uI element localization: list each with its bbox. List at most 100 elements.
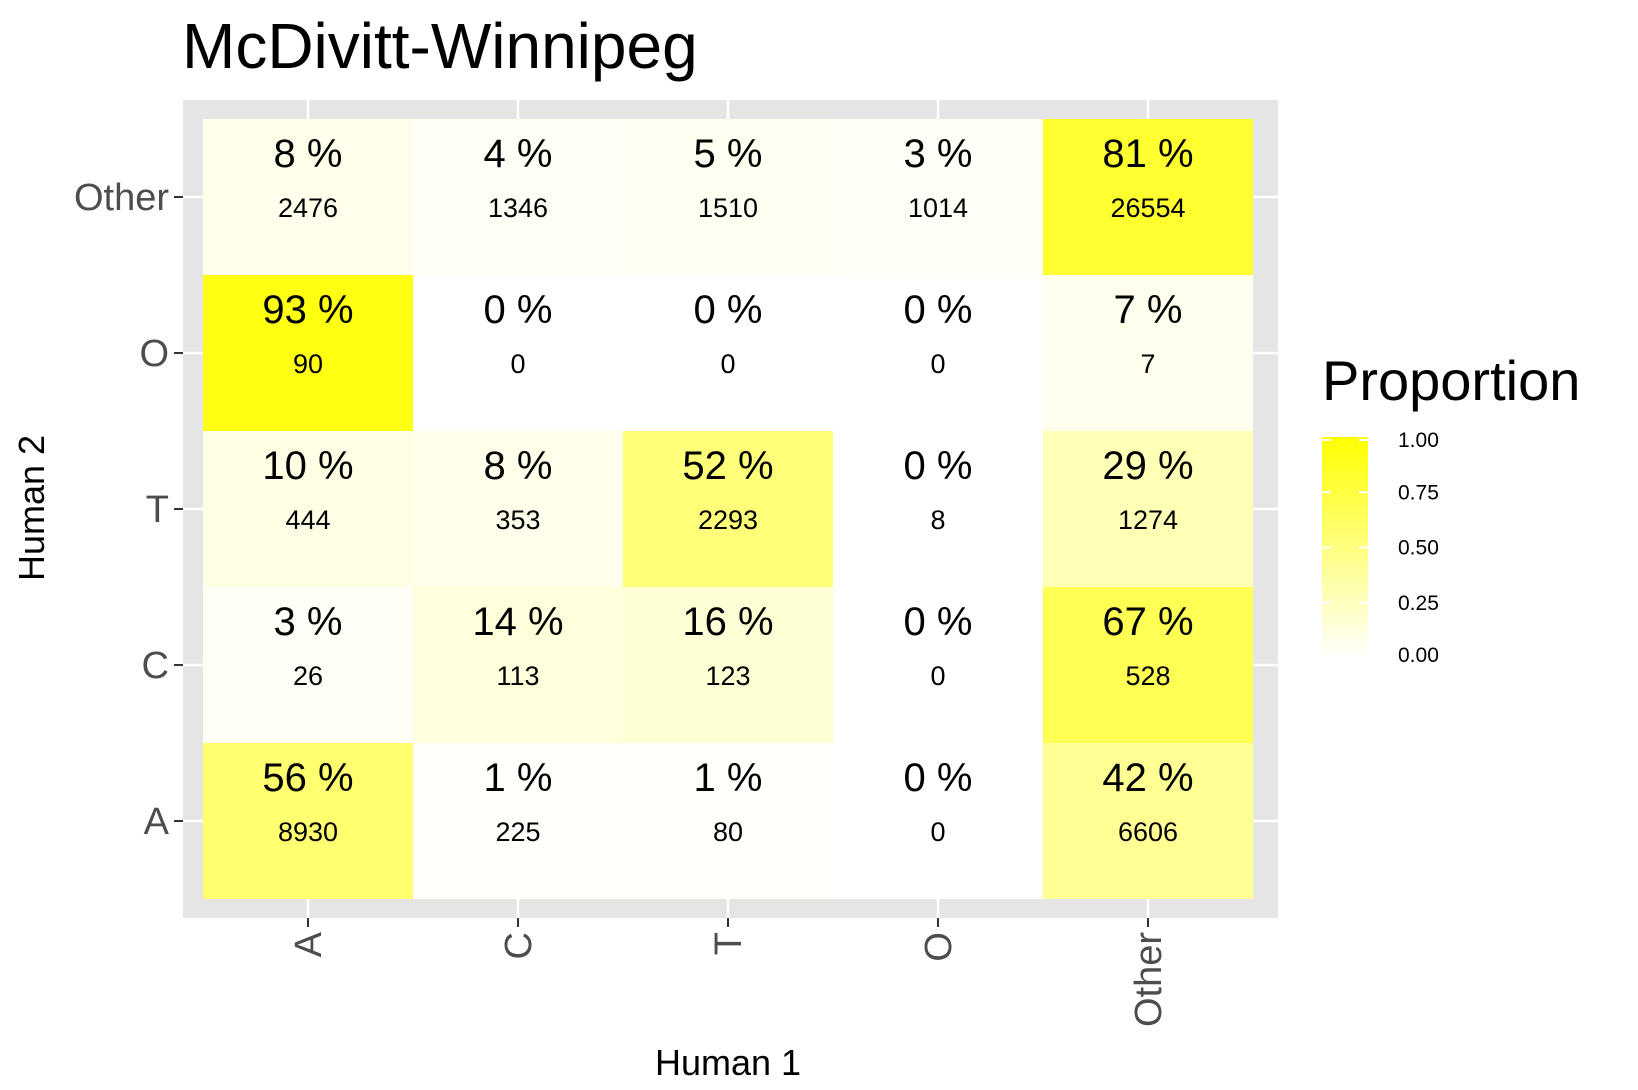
legend-tick-label: 0.75 xyxy=(1398,481,1439,504)
x-axis-title: Human 1 xyxy=(655,1042,801,1083)
cell-percent-label: 7 % xyxy=(1114,288,1183,332)
heatmap-cell: 14 % 113 xyxy=(413,587,623,743)
heatmap-cell: 4 % 1346 xyxy=(413,119,623,275)
cell-percent-label: 0 % xyxy=(904,444,973,488)
heatmap-cell: 3 % 26 xyxy=(203,587,413,743)
cell-tile xyxy=(203,119,413,275)
cell-tile xyxy=(1043,431,1253,587)
cell-count-label: 0 xyxy=(930,661,945,691)
cell-tile xyxy=(833,119,1043,275)
legend-title: Proportion xyxy=(1322,349,1580,412)
cell-tile xyxy=(413,587,623,743)
cell-percent-label: 16 % xyxy=(682,600,773,644)
y-tick-label: A xyxy=(144,801,170,843)
cell-percent-label: 5 % xyxy=(694,132,763,176)
cell-percent-label: 52 % xyxy=(682,444,773,488)
cell-tile xyxy=(413,275,623,431)
heatmap-cell: 93 % 90 xyxy=(203,275,413,431)
cell-tile xyxy=(1043,743,1253,899)
cell-count-label: 8930 xyxy=(278,817,338,847)
cell-tile xyxy=(413,119,623,275)
cell-count-label: 528 xyxy=(1125,661,1170,691)
y-tick-label: C xyxy=(142,645,169,687)
y-tick-label: Other xyxy=(74,177,169,219)
heatmap-cell: 0 % 8 xyxy=(833,431,1043,587)
y-axis-title: Human 2 xyxy=(11,435,52,581)
cell-tile xyxy=(203,431,413,587)
cell-count-label: 113 xyxy=(496,661,539,691)
cell-count-label: 6606 xyxy=(1118,817,1178,847)
cell-percent-label: 14 % xyxy=(472,600,563,644)
cell-tile xyxy=(413,743,623,899)
cell-percent-label: 1 % xyxy=(694,756,763,800)
heatmap-cell: 5 % 1510 xyxy=(623,119,833,275)
x-tick-label: A xyxy=(288,931,330,957)
legend-ticks: 0.00 0.25 0.50 0.75 1.00 xyxy=(1322,429,1439,667)
x-tick-label: O xyxy=(918,932,960,962)
cell-count-label: 353 xyxy=(495,505,540,535)
cell-percent-label: 0 % xyxy=(904,756,973,800)
cell-count-label: 225 xyxy=(495,817,540,847)
x-axis: A C T O Other xyxy=(288,918,1170,1027)
cell-percent-label: 1 % xyxy=(484,756,553,800)
legend-tick-label: 1.00 xyxy=(1398,429,1439,452)
cell-count-label: 1510 xyxy=(698,193,758,223)
cell-count-label: 26 xyxy=(293,661,323,691)
cell-tile xyxy=(1043,587,1253,743)
cell-percent-label: 56 % xyxy=(262,756,353,800)
cell-tile xyxy=(1043,275,1253,431)
heatmap-cell: 81 % 26554 xyxy=(1043,119,1253,275)
cell-percent-label: 42 % xyxy=(1102,756,1193,800)
cell-tile xyxy=(833,275,1043,431)
x-tick-label: Other xyxy=(1128,932,1170,1027)
heatmap-cell: 0 % 0 xyxy=(833,587,1043,743)
cell-count-label: 0 xyxy=(510,349,525,379)
heatmap-cell: 3 % 1014 xyxy=(833,119,1043,275)
cell-percent-label: 3 % xyxy=(904,132,973,176)
cell-tile xyxy=(623,275,833,431)
cell-count-label: 444 xyxy=(285,505,330,535)
cell-percent-label: 0 % xyxy=(484,288,553,332)
cell-percent-label: 10 % xyxy=(262,444,353,488)
cell-tile xyxy=(833,431,1043,587)
cell-count-label: 0 xyxy=(930,817,945,847)
cell-count-label: 2476 xyxy=(278,193,338,223)
cell-percent-label: 4 % xyxy=(484,132,553,176)
cell-tile xyxy=(623,587,833,743)
cell-percent-label: 0 % xyxy=(694,288,763,332)
cell-percent-label: 8 % xyxy=(484,444,553,488)
heatmap-cell: 0 % 0 xyxy=(413,275,623,431)
heatmap-cell: 10 % 444 xyxy=(203,431,413,587)
heatmap-cell: 8 % 353 xyxy=(413,431,623,587)
cell-count-label: 90 xyxy=(293,349,323,379)
cell-count-label: 0 xyxy=(720,349,735,379)
heatmap-cell: 8 % 2476 xyxy=(203,119,413,275)
legend: Proportion 0.00 0.25 0.50 0.75 1.00 xyxy=(1322,349,1580,667)
x-tick-label: C xyxy=(498,932,540,959)
heatmap-cell: 1 % 225 xyxy=(413,743,623,899)
cell-tile xyxy=(203,587,413,743)
heatmap-cell: 0 % 0 xyxy=(833,275,1043,431)
cell-count-label: 0 xyxy=(930,349,945,379)
legend-tick-label: 0.50 xyxy=(1398,537,1439,560)
heatmap-cell: 52 % 2293 xyxy=(623,431,833,587)
y-axis: A C T O Other xyxy=(74,177,183,843)
cell-tile xyxy=(833,743,1043,899)
cell-count-label: 1014 xyxy=(908,193,968,223)
cell-percent-label: 93 % xyxy=(262,288,353,332)
cell-count-label: 80 xyxy=(713,817,743,847)
heatmap-cell: 1 % 80 xyxy=(623,743,833,899)
cell-tile xyxy=(203,743,413,899)
cell-count-label: 8 xyxy=(930,505,945,535)
cell-percent-label: 81 % xyxy=(1102,132,1193,176)
heatmap-cell: 29 % 1274 xyxy=(1043,431,1253,587)
cell-percent-label: 29 % xyxy=(1102,444,1193,488)
x-tick-label: T xyxy=(708,932,750,955)
cell-count-label: 2293 xyxy=(698,505,758,535)
heatmap-cell: 56 % 8930 xyxy=(203,743,413,899)
heatmap-cell: 67 % 528 xyxy=(1043,587,1253,743)
cell-count-label: 1274 xyxy=(1118,505,1178,535)
heatmap-cell: 7 % 7 xyxy=(1043,275,1253,431)
